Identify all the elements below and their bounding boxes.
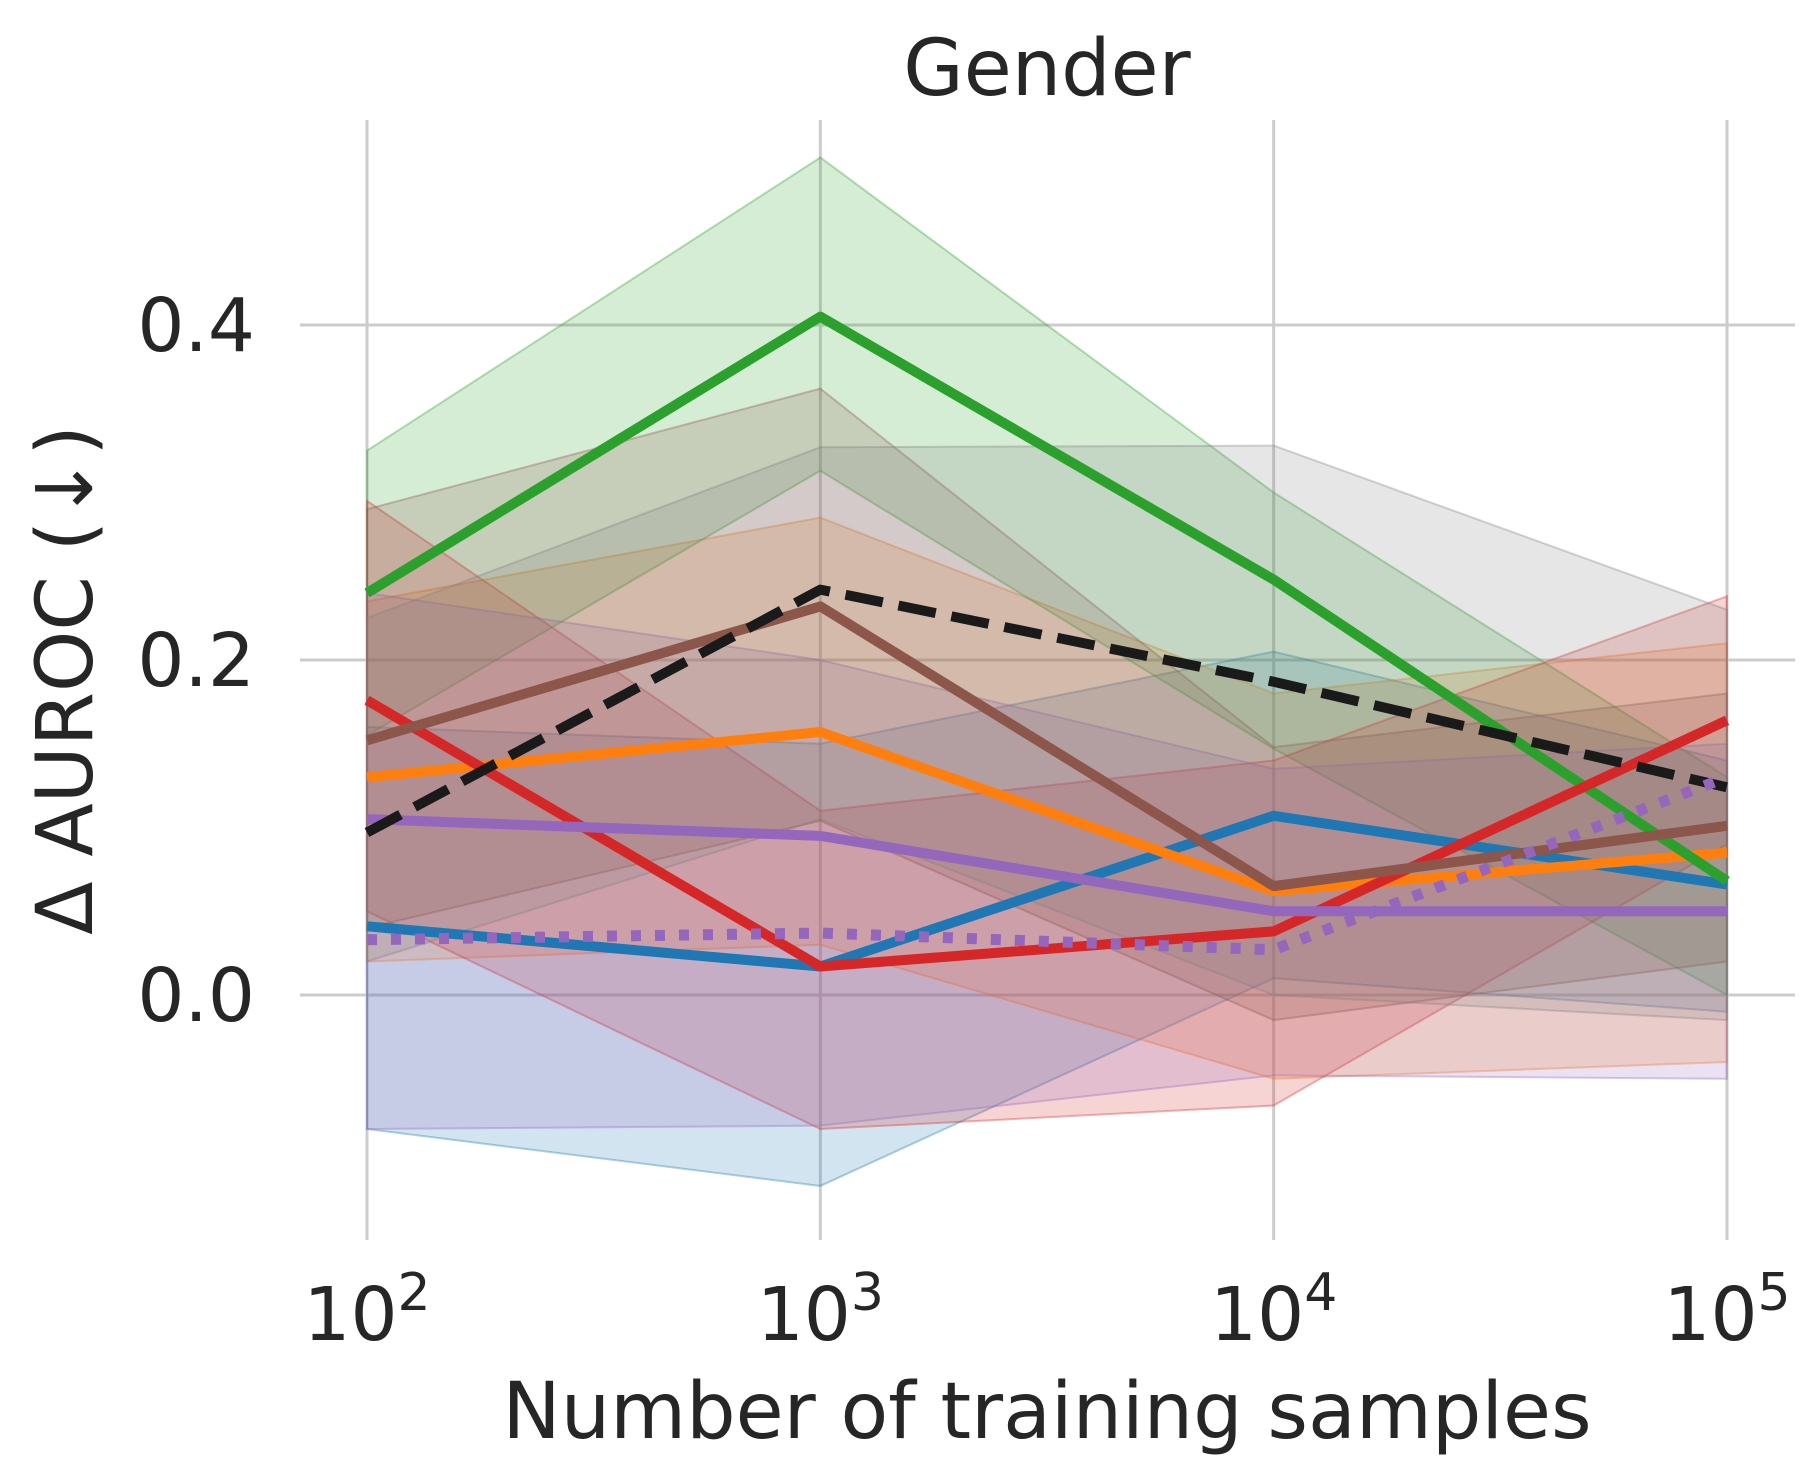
y-tick-label: 0.4	[137, 283, 255, 369]
y-axis-ticks: 0.0 0.2 0.4	[137, 283, 255, 1039]
series-lines	[364, 311, 1730, 972]
y-tick-label: 0.0	[137, 953, 255, 1039]
x-axis-ticks: 102 103 104 105	[303, 1263, 1790, 1358]
band-brown	[366, 387, 1728, 1022]
x-tick-label: 103	[757, 1263, 884, 1358]
line-purple-dotted	[366, 772, 1729, 956]
y-tick-label: 0.2	[137, 618, 255, 704]
x-axis-label: Number of training samples	[502, 1367, 1591, 1457]
line-orange	[366, 727, 1728, 897]
line-black-dashed	[364, 584, 1729, 837]
line-purple	[366, 814, 1727, 917]
chart-title: Gender	[903, 24, 1191, 114]
line-brown	[365, 601, 1728, 892]
x-tick-label: 105	[1663, 1263, 1790, 1358]
line-blue	[366, 810, 1728, 972]
x-tick-label: 104	[1210, 1263, 1337, 1358]
confidence-bands	[366, 156, 1728, 1187]
band-blue	[366, 650, 1728, 1187]
y-axis-label: Δ AUROC (↓)	[21, 425, 111, 935]
x-tick-label: 102	[303, 1263, 430, 1358]
grid	[300, 120, 1795, 1240]
band-green	[366, 156, 1728, 997]
line-red	[364, 695, 1730, 972]
